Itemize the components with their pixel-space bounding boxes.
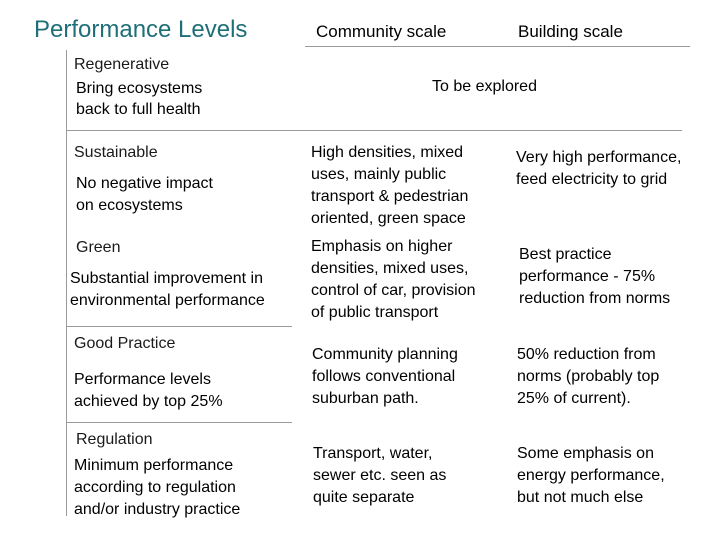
level-desc-line: according to regulation xyxy=(74,479,236,496)
level-name: Regenerative xyxy=(74,56,170,73)
level-desc-line: achieved by top 25% xyxy=(74,393,223,410)
left-border xyxy=(66,50,67,516)
page-title: Performance Levels xyxy=(34,16,248,43)
cell-line: suburban path. xyxy=(312,390,419,407)
building-cell: Best practice performance - 75% reductio… xyxy=(519,244,670,310)
cell-line: uses, mainly public xyxy=(311,166,447,183)
level-desc-line: and/or industry practice xyxy=(74,501,241,518)
level-desc-line: environmental performance xyxy=(70,292,265,309)
level-desc-line: back to full health xyxy=(76,101,201,118)
column-header-building: Building scale xyxy=(518,22,623,41)
building-cell: Some emphasis on energy performance, but… xyxy=(517,443,665,509)
cell-line: 25% of current). xyxy=(517,390,631,407)
level-desc-line: Minimum performance xyxy=(74,457,234,474)
cell-line: 50% reduction from xyxy=(517,346,656,363)
cell-line: norms (probably top xyxy=(517,368,660,385)
cell-line: control of car, provision xyxy=(311,282,476,299)
row-divider-4 xyxy=(66,422,292,423)
cell-line: Very high performance, xyxy=(516,149,682,166)
cell-line: energy performance, xyxy=(517,467,665,484)
level-desc-line: Performance levels xyxy=(74,371,211,388)
header-divider xyxy=(305,46,690,47)
cell-line: oriented, green space xyxy=(311,210,466,227)
level-name: Good Practice xyxy=(74,335,176,352)
cell-line: Transport, water, xyxy=(313,445,433,462)
cell-line: quite separate xyxy=(313,489,415,506)
community-cell: Community planning follows conventional … xyxy=(312,344,458,410)
column-header-community: Community scale xyxy=(316,22,447,41)
cell-line: but not much else xyxy=(517,489,644,506)
cell-line: densities, mixed uses, xyxy=(311,260,469,277)
cell-line: follows conventional xyxy=(312,368,456,385)
row-divider-1 xyxy=(66,130,682,131)
cell-line: reduction from norms xyxy=(519,290,671,307)
cell-line: Best practice xyxy=(519,246,612,263)
community-cell: Emphasis on higher densities, mixed uses… xyxy=(311,236,476,324)
building-cell: Very high performance, feed electricity … xyxy=(516,147,681,191)
cell-line: Some emphasis on xyxy=(517,445,654,462)
cell-line: performance - 75% xyxy=(519,268,656,285)
community-cell: Transport, water, sewer etc. seen as qui… xyxy=(313,443,446,509)
cell-line: feed electricity to grid xyxy=(516,171,668,188)
level-name: Sustainable xyxy=(74,144,158,161)
level-desc-line: No negative impact xyxy=(76,175,213,192)
cell-line: Community planning xyxy=(312,346,458,363)
cell-line: Emphasis on higher xyxy=(311,238,453,255)
cell-line: High densities, mixed xyxy=(311,144,464,161)
building-cell: 50% reduction from norms (probably top 2… xyxy=(517,344,659,410)
level-desc-line: Bring ecosystems xyxy=(76,80,203,97)
level-name: Green xyxy=(76,239,121,256)
merged-scale-cell: To be explored xyxy=(432,78,537,95)
level-desc-line: Substantial improvement in xyxy=(70,270,263,287)
level-desc-line: on ecosystems xyxy=(76,197,183,214)
cell-line: transport & pedestrian xyxy=(311,188,469,205)
level-name: Regulation xyxy=(76,431,153,448)
row-divider-3 xyxy=(66,326,292,327)
community-cell: High densities, mixed uses, mainly publi… xyxy=(311,142,468,230)
cell-line: of public transport xyxy=(311,304,439,321)
cell-line: sewer etc. seen as xyxy=(313,467,447,484)
